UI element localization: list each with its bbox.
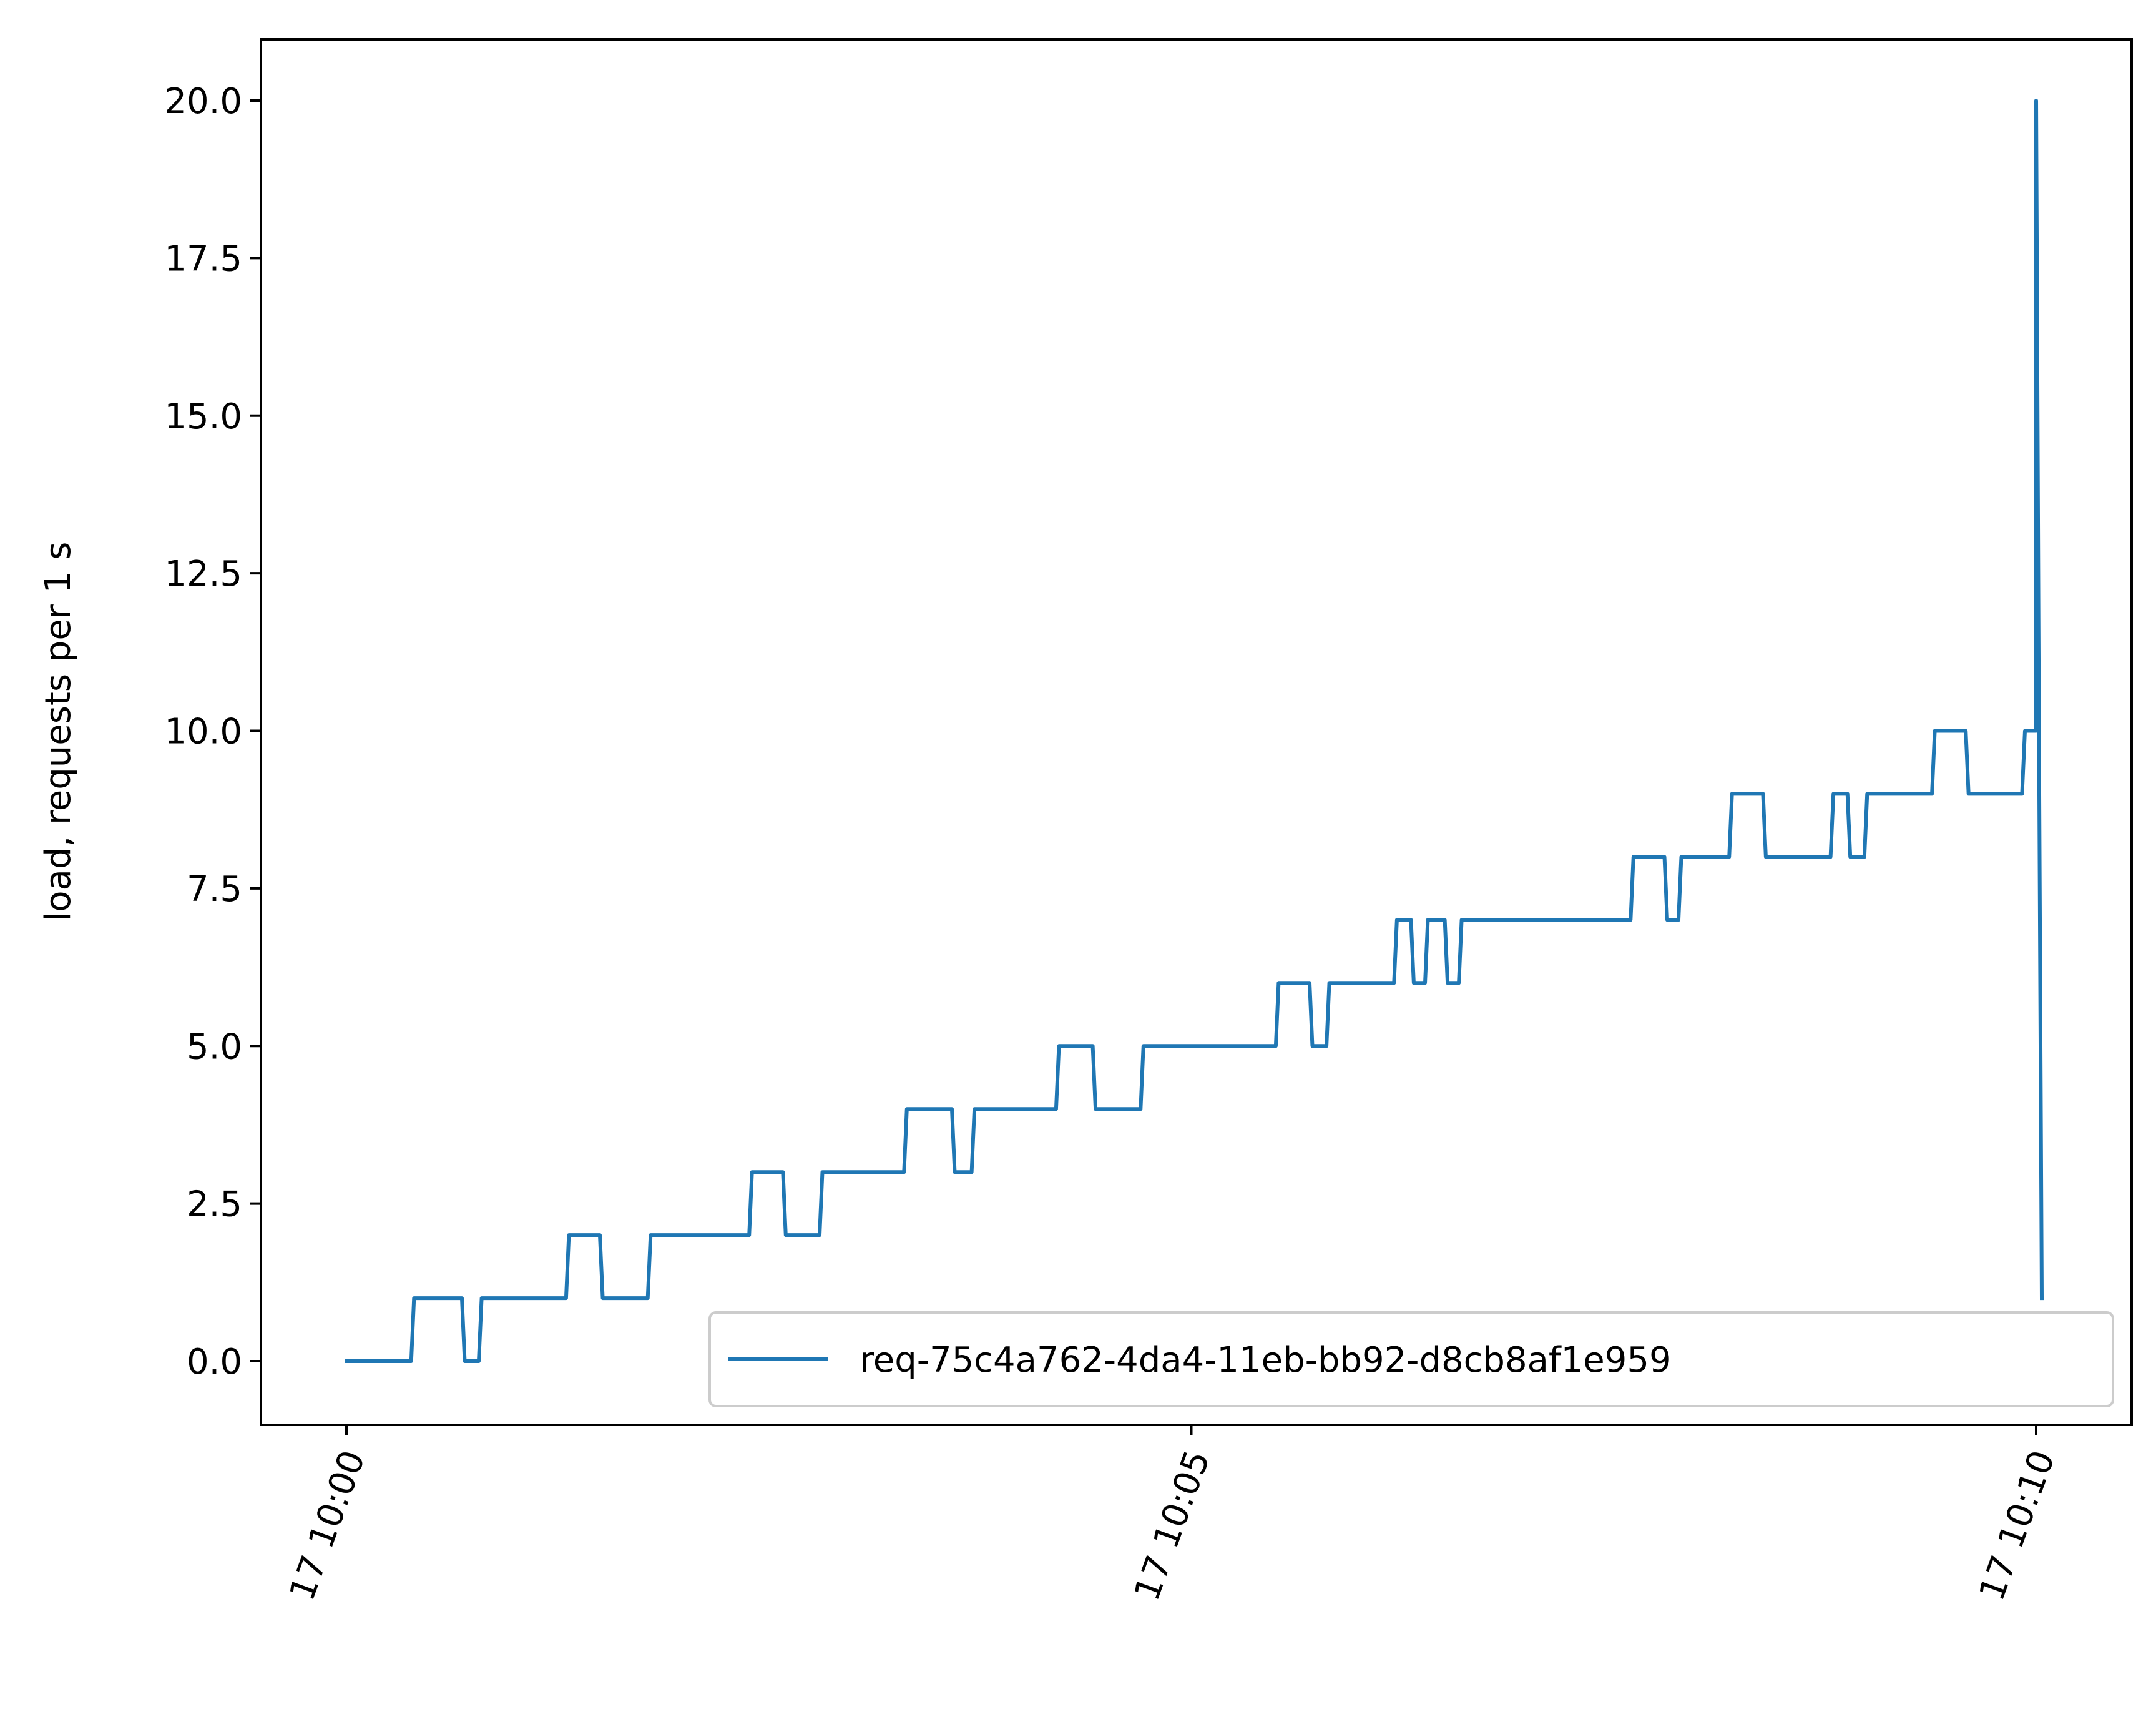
legend-box <box>708 1311 2114 1407</box>
y-axis-label: load, requests per 1 s <box>38 542 79 922</box>
y-tick-label-0: 0.0 <box>187 1342 242 1382</box>
y-tick-label-8: 20.0 <box>164 81 242 122</box>
series-layer <box>345 99 2044 1363</box>
legend: req-75c4a762-4da4-11eb-bb92-d8cb8af1e959 <box>708 1311 2114 1407</box>
y-tick-label-5: 12.5 <box>164 554 242 594</box>
plot-area-background <box>261 39 2132 1425</box>
y-tick-label-2: 5.0 <box>187 1026 242 1067</box>
y-tick-label-7: 17.5 <box>164 239 242 279</box>
legend-label: req-75c4a762-4da4-11eb-bb92-d8cb8af1e959 <box>860 1340 1672 1380</box>
series-line-0 <box>345 99 2044 1363</box>
plot-frame <box>260 38 2133 1426</box>
y-tick-label-4: 10.0 <box>164 712 242 752</box>
y-tick-label-1: 2.5 <box>187 1184 242 1225</box>
y-tick-label-6: 15.0 <box>164 396 242 437</box>
y-tick-label-3: 7.5 <box>187 869 242 910</box>
